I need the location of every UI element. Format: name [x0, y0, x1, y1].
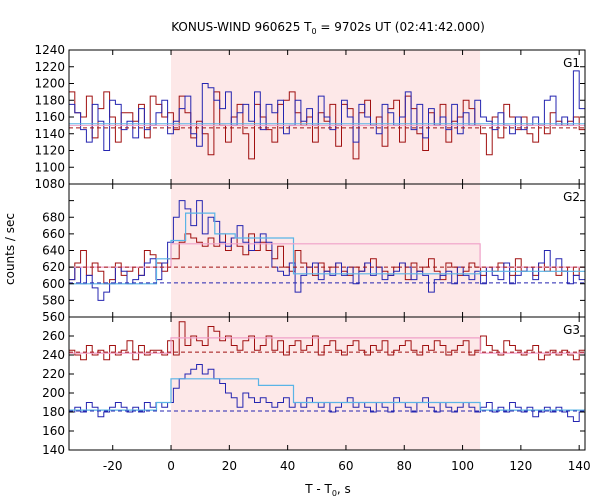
y-tick-label: 580	[42, 293, 65, 307]
y-tick-label: 140	[42, 443, 65, 457]
panel-data	[69, 321, 585, 422]
panel-g2: 560 580 600 620 640 660 680 G2	[42, 183, 586, 324]
y-tick-label: 1220	[34, 60, 65, 74]
y-tick-label: 160	[42, 424, 65, 438]
fit-cyan-line	[69, 212, 585, 285]
y-tick-label: 560	[42, 310, 65, 324]
panel-label: G2	[563, 190, 580, 204]
panel-data	[69, 70, 585, 160]
x-axis-label: T - T0, s	[304, 482, 351, 498]
x-tick-label: 60	[338, 459, 353, 473]
shaded-interval	[171, 50, 481, 450]
y-tick-label: 680	[42, 210, 65, 224]
y-tick-label: 660	[42, 227, 65, 241]
x-tick-label: 100	[451, 459, 474, 473]
y-tick-label: 1100	[34, 160, 65, 174]
panel-label: G1	[563, 56, 580, 70]
chart-title: KONUS-WIND 960625 T0 = 9702s UT (02:41:4…	[171, 20, 485, 36]
x-tick-label: 0	[167, 459, 175, 473]
y-tick-label: 200	[42, 386, 65, 400]
y-tick-label: 1140	[34, 127, 65, 141]
panel-g3: 140 160 180 200 220 240 260 G3	[42, 316, 586, 457]
x-tick-label: 120	[509, 459, 532, 473]
x-tick-label: 20	[222, 459, 237, 473]
y-tick-label: 220	[42, 367, 65, 381]
panel-frame	[68, 316, 586, 451]
y-tick-label: 600	[42, 277, 65, 291]
y-tick-label: 260	[42, 329, 65, 343]
fit-pink-line	[69, 337, 585, 354]
panel-data	[69, 200, 585, 301]
y-tick-label: 640	[42, 244, 65, 258]
fit-cyan-line	[69, 378, 585, 411]
y-tick-label: 1120	[34, 144, 65, 158]
y-tick-label: 1160	[34, 110, 65, 124]
y-tick-label: 240	[42, 348, 65, 362]
x-tick-label: 40	[280, 459, 295, 473]
y-tick-label: 1080	[34, 177, 65, 191]
y-tick-label: 620	[42, 260, 65, 274]
x-tick-label: 140	[568, 459, 591, 473]
y-tick-label: 1240	[34, 43, 65, 57]
panel-label: G3	[563, 323, 580, 337]
panel-g1: 1080 1100 1120 1140 1160 1180 1200 1220 1240 G1	[34, 43, 586, 191]
series-blue-line	[69, 70, 585, 151]
plot-layer: 108011001120114011601180120012201240G156…	[34, 43, 590, 473]
x-tick-label: 80	[397, 459, 412, 473]
y-tick-label: 1200	[34, 77, 65, 91]
x-tick-label: -20	[103, 459, 123, 473]
y-tick-label: 1180	[34, 93, 65, 107]
y-tick-label: 180	[42, 405, 65, 419]
y-axis-label: counts / sec	[3, 213, 17, 285]
